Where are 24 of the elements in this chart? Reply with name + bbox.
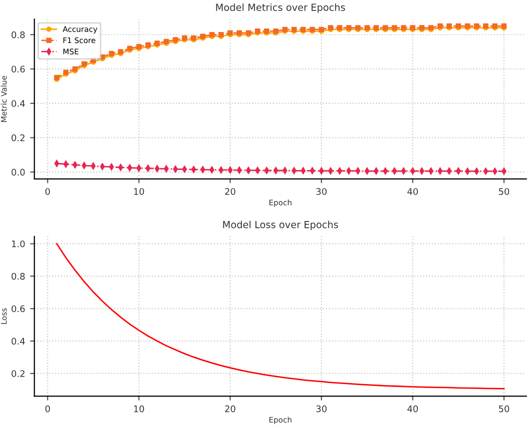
- y-tick-label: 0.4: [12, 338, 25, 345]
- y-tick-label: 0.6: [12, 66, 25, 73]
- y-tick-label: 0.2: [12, 134, 24, 142]
- y-tick-label: 0.8: [12, 31, 25, 38]
- x-tick-label: 20: [225, 188, 236, 195]
- x-tick-label: 40: [407, 405, 418, 412]
- chart-title: Model Metrics over Epochs: [216, 3, 346, 13]
- x-tick-label: 0: [45, 405, 50, 412]
- x-tick-label: 50: [498, 405, 510, 412]
- y-tick-label: 1.0: [12, 240, 25, 248]
- y-tick-label: 0.4: [12, 100, 25, 107]
- y-tick-label: 0.6: [12, 305, 25, 312]
- x-tick-label: 10: [134, 188, 144, 195]
- y-tick-label: 0.8: [12, 272, 25, 280]
- x-tick-label: 0: [45, 188, 50, 195]
- x-tick-label: 30: [316, 188, 327, 195]
- x-tick-label: 10: [134, 405, 144, 412]
- x-tick-label: 40: [407, 188, 418, 195]
- x-tick-label: 30: [316, 405, 327, 412]
- y-tick-label: 0.2: [12, 370, 24, 378]
- chart-title: Model Loss over Epochs: [223, 220, 338, 230]
- x-tick-label: 50: [498, 188, 510, 195]
- x-tick-label: 20: [225, 405, 236, 412]
- y-tick-label: 0.0: [12, 168, 25, 176]
